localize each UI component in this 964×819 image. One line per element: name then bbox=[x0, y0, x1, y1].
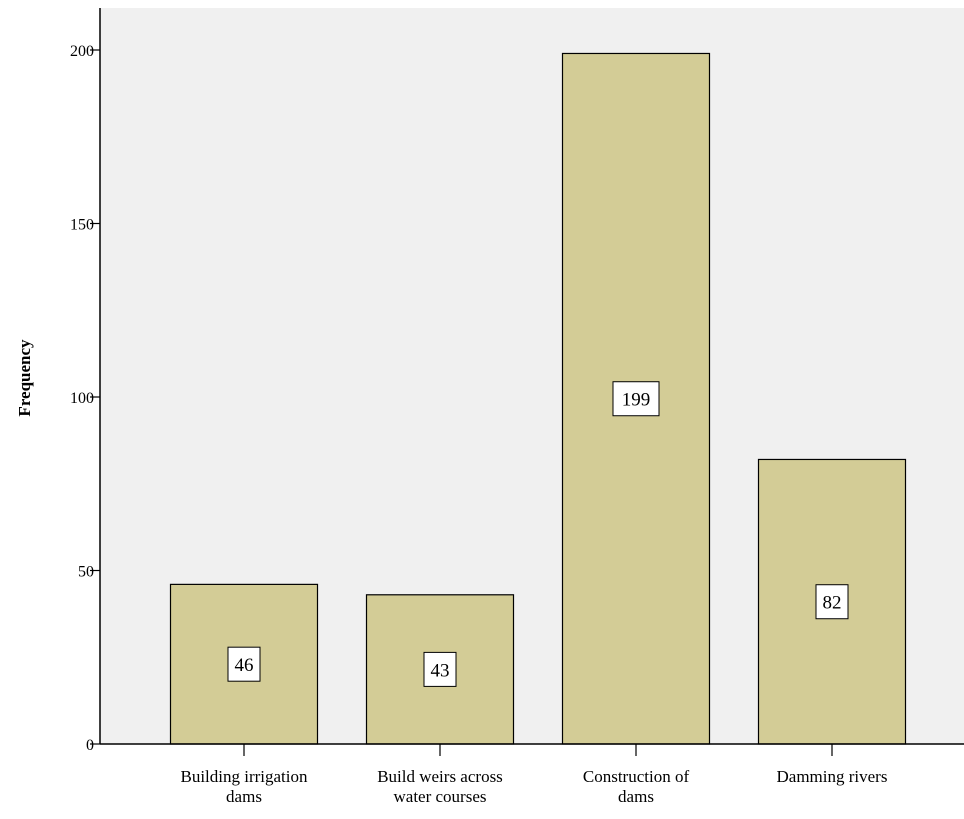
x-tick-label-line: Construction of bbox=[583, 767, 690, 786]
y-tick-label: 200 bbox=[70, 43, 94, 60]
x-tick-label-line: Building irrigation bbox=[180, 767, 308, 786]
y-tick-label: 150 bbox=[70, 217, 94, 234]
data-label-box bbox=[423, 651, 457, 687]
x-tick-label: Damming rivers bbox=[777, 767, 888, 786]
x-tick-label-line: dams bbox=[618, 787, 654, 806]
x-tick-label-line: dams bbox=[226, 787, 262, 806]
data-label: 43 bbox=[423, 651, 457, 687]
data-label-value: 82 bbox=[823, 593, 842, 614]
data-label-value: 43 bbox=[431, 660, 450, 681]
x-tick-label: Building irrigation dams bbox=[180, 767, 308, 806]
y-axis-title: Frequency bbox=[15, 339, 34, 417]
x-tick-label: Build weirs across water courses bbox=[377, 767, 503, 806]
data-label: 82 bbox=[815, 584, 849, 620]
x-tick-label-line: Damming rivers bbox=[777, 767, 888, 786]
data-label: 46 bbox=[227, 646, 261, 682]
y-ticks-layer: 0 50 100 150 200 bbox=[70, 43, 100, 754]
data-label-value: 46 bbox=[235, 655, 254, 676]
data-label: 199 bbox=[612, 381, 660, 417]
data-labels-layer: 46 43 199 82 bbox=[227, 381, 849, 687]
x-tick-label-line: water courses bbox=[394, 787, 487, 806]
data-label-box bbox=[227, 646, 261, 682]
x-tick-label-line: Build weirs across bbox=[377, 767, 503, 786]
y-tick-label: 100 bbox=[70, 390, 94, 407]
data-label-box bbox=[612, 381, 660, 417]
data-label-value: 199 bbox=[622, 390, 651, 411]
y-tick-label: 0 bbox=[86, 737, 94, 754]
data-label-box bbox=[815, 584, 849, 620]
x-tick-label: Construction of dams bbox=[583, 767, 690, 806]
y-tick-label: 50 bbox=[78, 564, 94, 581]
